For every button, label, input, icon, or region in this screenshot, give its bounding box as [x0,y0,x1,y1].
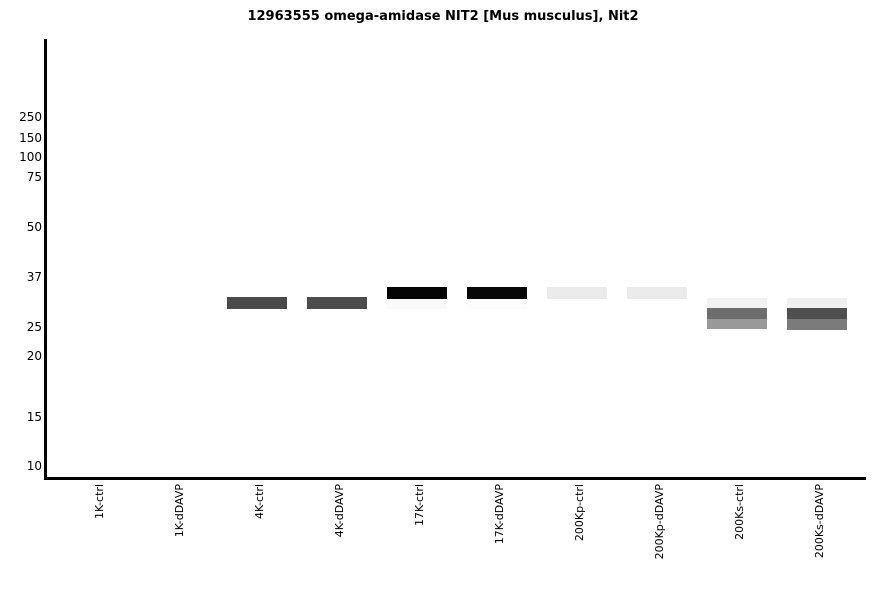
y-tick-label-37: 37 [26,270,42,284]
band-200Ks-ctrl-31kda [707,298,767,308]
x-tick-label-200Ks-ctrl: 200Ks-ctrl [733,484,746,540]
y-tick-label-20: 20 [26,349,42,363]
band-200Ks-dDAVP-29kda [787,308,847,319]
x-tick-label-1K-ctrl: 1K-ctrl [93,484,106,519]
y-tick-label-50: 50 [26,220,42,234]
x-axis-line [44,477,866,480]
x-tick-label-1K-dDAVP: 1K-dDAVP [173,484,186,538]
y-tick-label-250: 250 [19,110,42,124]
x-tick-label-4K-dDAVP: 4K-dDAVP [333,484,346,538]
x-tick-label-200Kp-ctrl: 200Kp-ctrl [573,484,586,542]
y-axis-line [44,39,47,480]
band-4K-ctrl-30kda [227,297,287,309]
band-17K-dDAVP-30kda [467,299,527,309]
band-200Kp-dDAVP-33kda [627,287,687,299]
band-200Ks-ctrl-29kda [707,308,767,319]
y-tick-label-25: 25 [26,320,42,334]
band-17K-dDAVP-33kda [467,287,527,299]
x-tick-label-17K-dDAVP: 17K-dDAVP [493,484,506,545]
y-tick-label-15: 15 [26,410,42,424]
y-tick-label-150: 150 [19,131,42,145]
band-200Ks-dDAVP-31kda [787,298,847,308]
x-tick-label-200Kp-dDAVP: 200Kp-dDAVP [653,484,666,560]
x-tick-label-200Ks-dDAVP: 200Ks-dDAVP [813,484,826,559]
band-17K-ctrl-33kda [387,287,447,299]
band-4K-dDAVP-30kda [307,297,367,309]
x-tick-label-4K-ctrl: 4K-ctrl [253,484,266,519]
y-tick-label-100: 100 [19,150,42,164]
x-tick-label-17K-ctrl: 17K-ctrl [413,484,426,526]
band-17K-ctrl-30kda [387,299,447,309]
y-tick-label-10: 10 [26,459,42,473]
band-200Ks-dDAVP-26kda [787,319,847,330]
y-tick-label-75: 75 [26,170,42,184]
band-200Ks-ctrl-26kda [707,319,767,329]
band-200Kp-ctrl-33kda [547,287,607,299]
chart-title: 12963555 omega-amidase NIT2 [Mus musculu… [247,9,639,24]
